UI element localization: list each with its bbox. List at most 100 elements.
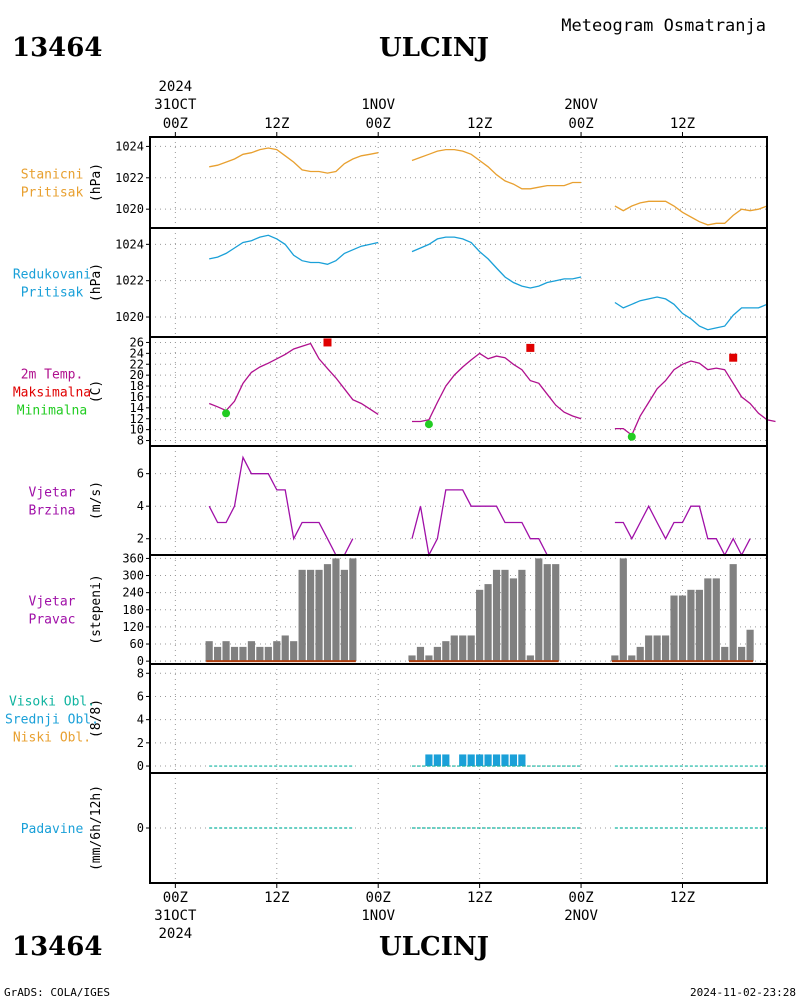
wind_speed-label: Vjetar: [29, 486, 76, 501]
y-tick-label: 12: [130, 412, 144, 426]
min-marker: [627, 432, 636, 441]
temperature-unit: (C): [89, 380, 104, 403]
wind_speed-panel: 2 4 6 (m/s) Vjetar Brzina: [29, 445, 768, 558]
bottom-date-label: 2NOV: [564, 908, 598, 924]
wind_direction-unit: (stepeni): [89, 574, 104, 644]
min-marker: [222, 409, 231, 418]
bar: [247, 641, 256, 662]
bar: [509, 754, 518, 767]
cloud_cover-panel: 0 2 4 6 8 (8/8)Visoki Obl. Srednji Obl. Niski O…: [5, 663, 768, 774]
footer-station-id: 13464: [12, 932, 102, 962]
bar: [273, 641, 281, 662]
bar: [290, 641, 298, 662]
series-line: [209, 234, 379, 265]
top-hour-label: 12Z: [264, 116, 289, 132]
y-tick-label: 18: [130, 379, 144, 393]
bottom-hour-label: 12Z: [264, 890, 289, 906]
station-name: ULCINJ: [379, 33, 489, 63]
max-marker: [323, 338, 332, 347]
bar: [416, 646, 425, 662]
bar: [222, 641, 230, 662]
top-hour-label: 00Z: [366, 116, 391, 132]
bar: [670, 595, 678, 662]
y-tick-label: 1024: [115, 139, 144, 153]
station_pressure-label: Stanicni: [21, 168, 84, 183]
y-tick-label: 120: [122, 620, 144, 634]
top-year-label: 2024: [158, 79, 192, 95]
temperature-label: 2m Temp.: [21, 368, 84, 383]
bar: [636, 646, 644, 662]
y-tick-label: 4: [137, 499, 144, 513]
series-line: [614, 360, 776, 437]
y-tick-label: 24: [130, 346, 144, 360]
top-hour-label: 00Z: [163, 116, 188, 132]
precipitation-label: Padavine: [21, 822, 84, 837]
cloud_cover-label: Srednji Obl.: [5, 713, 99, 728]
bar: [214, 646, 222, 662]
bar: [611, 655, 619, 662]
product-title: Meteogram Osmatranja: [561, 16, 766, 36]
y-tick-label: 10: [130, 423, 144, 437]
y-tick-label: 240: [122, 586, 144, 600]
wind_speed-unit: (m/s): [89, 481, 104, 520]
y-tick-label: 2: [137, 532, 144, 546]
y-tick-label: 4: [137, 713, 144, 727]
max-marker: [729, 353, 738, 362]
bar: [492, 569, 501, 662]
y-tick-label: 1020: [115, 310, 144, 324]
y-tick-label: 0: [137, 759, 144, 773]
bar: [450, 635, 458, 662]
reduced_pressure-panel: 1020 1022 1024 (hPa)Redukovani Pritisak: [13, 227, 768, 338]
bar: [467, 754, 475, 767]
bar: [264, 646, 272, 662]
bar: [552, 564, 560, 662]
bar: [298, 569, 306, 662]
series-line: [614, 296, 768, 331]
bar: [628, 655, 636, 662]
bar: [492, 754, 501, 767]
top-hour-label: 12Z: [670, 116, 695, 132]
cloud_cover-unit: (8/8): [89, 699, 104, 738]
bottom-time-axis: 00Z 31OCT 12Z 00Z 1NOV 12Z 00Z 2NOV 12Z 2024: [154, 883, 695, 942]
bar: [323, 564, 332, 662]
wind_speed-label: Brzina: [29, 504, 76, 519]
y-tick-label: 14: [130, 401, 144, 415]
cloud_cover-label: Visoki Obl.: [9, 695, 95, 710]
footer-credit: GrADS: COLA/IGES: [4, 986, 110, 999]
station-id: 13464: [12, 33, 102, 63]
bottom-hour-label: 12Z: [467, 890, 492, 906]
bar: [442, 641, 450, 662]
bar: [433, 646, 441, 662]
bar: [704, 578, 712, 662]
bottom-hour-label: 00Z: [568, 890, 593, 906]
footer-station-name: ULCINJ: [379, 932, 489, 962]
y-tick-label: 360: [122, 551, 144, 565]
y-tick-label: 2: [137, 736, 144, 750]
wind_direction-label: Pravac: [29, 613, 76, 628]
y-tick-label: 0: [137, 821, 144, 835]
footer-timestamp: 2024-11-02-23:28: [690, 986, 796, 999]
bar: [526, 655, 534, 662]
bar: [476, 589, 484, 662]
bar: [315, 569, 323, 662]
temperature-label: Maksimalna: [13, 386, 91, 401]
bar: [661, 635, 670, 662]
bar: [721, 646, 729, 662]
y-tick-label: 60: [130, 637, 144, 651]
bottom-year-label: 2024: [158, 926, 192, 942]
bar: [256, 646, 264, 662]
bar: [459, 635, 467, 662]
cloud_cover-label: Niski Obl.: [13, 731, 91, 746]
bar: [205, 641, 213, 662]
station_pressure-label: Pritisak: [21, 186, 84, 201]
series-line: [208, 455, 354, 556]
bar: [535, 558, 543, 662]
bar: [281, 635, 289, 662]
bar: [518, 754, 526, 767]
top-date-label: 31OCT: [154, 97, 197, 113]
y-tick-label: 6: [137, 467, 144, 481]
top-date-label: 2NOV: [564, 97, 598, 113]
station_pressure-panel: 1020 1022 1024 (hPa) Stanicni Pritisak: [21, 136, 768, 229]
y-tick-label: 8: [137, 434, 144, 448]
